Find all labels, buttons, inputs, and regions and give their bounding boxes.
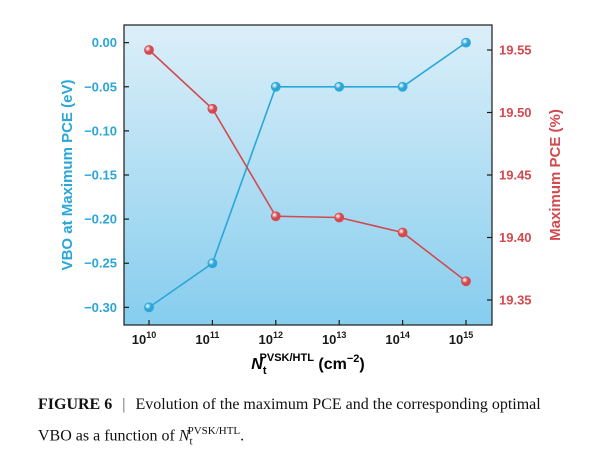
series-point-right [334, 212, 345, 223]
series-line-left [148, 41, 467, 309]
y-axis-right-label: Maximum PCE (%) [547, 109, 564, 241]
x-axis-label-unit-sup: −2 [347, 353, 360, 365]
right-tick-label: 19.35 [499, 293, 532, 308]
x-axis-label-sup: PVSK/HTL [260, 352, 315, 364]
series-point-left [207, 258, 218, 269]
x-tick-label: 1014 [385, 330, 409, 347]
caption-var-sup: PVSK/HTL [187, 425, 241, 437]
x-axis-ticks: 1010 1011 1012 1013 1014 1015 [132, 320, 473, 347]
x-axis-label-sub: t [263, 365, 267, 377]
left-tick-label: −0.25 [84, 256, 117, 271]
caption-var: N [178, 427, 190, 445]
left-tick-label: −0.15 [84, 168, 117, 183]
series-point-right [144, 45, 154, 55]
y-axis-left-label: VBO at Maximum PCE (eV) [59, 80, 76, 271]
series-point-left [397, 81, 408, 92]
series-point-right [270, 211, 281, 222]
left-tick-label: −0.20 [84, 212, 117, 227]
caption-var-sub: t [189, 435, 193, 448]
figure-caption: FIGURE 6 | Evolution of the maximum PCE an… [38, 392, 578, 455]
chart: 0.00 −0.05 −0.10 −0.15 −0.20 −0.25 −0.30 19.55… [59, 24, 564, 377]
series-layer [144, 37, 471, 313]
series-point-left [461, 37, 471, 48]
x-axis-label-unit-end: ) [359, 356, 364, 373]
x-axis-label: NtPVSK/HTL (cm−2) [251, 352, 364, 377]
series-point-right [207, 103, 218, 114]
series-point-right [461, 276, 471, 287]
right-tick-label: 19.55 [499, 43, 532, 58]
right-tick-label: 19.50 [499, 105, 532, 120]
x-tick-label: 1011 [195, 330, 219, 347]
left-tick-label: −0.05 [84, 79, 117, 94]
series-point-left [270, 81, 281, 92]
left-tick-label: −0.10 [84, 123, 117, 138]
x-axis-label-var: N [251, 356, 263, 373]
series-point-right [397, 227, 408, 238]
x-tick-label: 1015 [449, 330, 473, 347]
caption-end: . [240, 427, 245, 445]
series-point-left [144, 302, 154, 313]
x-tick-label: 1012 [259, 330, 283, 347]
left-tick-label: 0.00 [92, 35, 117, 50]
right-axis-ticks: 19.55 19.50 19.45 19.40 19.35 [487, 43, 532, 308]
series-line-right [148, 49, 467, 282]
right-tick-label: 19.45 [499, 168, 532, 183]
x-tick-label: 1013 [322, 330, 346, 347]
right-tick-label: 19.40 [499, 230, 532, 245]
figure-label: FIGURE 6 [38, 396, 113, 413]
caption-separator: | [122, 396, 126, 413]
left-tick-label: −0.30 [84, 300, 117, 315]
left-axis-ticks: 0.00 −0.05 −0.10 −0.15 −0.20 −0.25 −0.30 [84, 35, 129, 315]
x-tick-label: 1010 [132, 330, 156, 347]
plot-background [123, 24, 493, 326]
caption-text: Evolution of the maximum PCE and the cor… [38, 396, 541, 445]
x-axis-label-unit: (cm [314, 356, 347, 373]
series-point-left [334, 81, 345, 92]
